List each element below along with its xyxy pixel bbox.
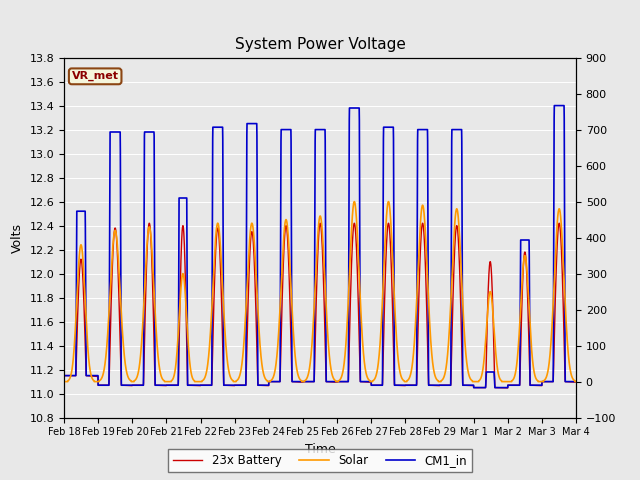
23x Battery: [572, 379, 580, 385]
Title: System Power Voltage: System Power Voltage: [235, 37, 405, 52]
Line: 23x Battery: 23x Battery: [64, 223, 576, 388]
CM1_in: [563, 379, 570, 384]
CM1_in: [118, 382, 126, 388]
Text: VR_met: VR_met: [72, 71, 118, 82]
23x Battery: [316, 220, 324, 226]
23x Battery: [563, 379, 570, 384]
CM1_in: [60, 372, 68, 378]
23x Battery: [508, 382, 515, 388]
CM1_in: [278, 127, 286, 132]
23x Battery: [118, 383, 126, 388]
23x Battery: [504, 385, 511, 391]
Line: Solar: Solar: [64, 202, 576, 382]
CM1_in: [257, 382, 264, 388]
Solar: [257, 346, 264, 352]
Solar: [563, 319, 570, 324]
CM1_in: [550, 103, 558, 108]
Solar: [149, 263, 157, 268]
Solar: [507, 379, 515, 384]
X-axis label: Time: Time: [305, 443, 335, 456]
CM1_in: [507, 382, 515, 388]
CM1_in: [149, 129, 157, 135]
Legend: 23x Battery, Solar, CM1_in: 23x Battery, Solar, CM1_in: [168, 449, 472, 472]
Line: CM1_in: CM1_in: [64, 106, 576, 387]
23x Battery: [60, 372, 68, 378]
Solar: [350, 199, 358, 204]
Solar: [60, 379, 68, 384]
Y-axis label: Volts: Volts: [11, 223, 24, 252]
23x Battery: [278, 285, 286, 290]
Solar: [278, 255, 286, 261]
23x Battery: [149, 288, 157, 294]
Solar: [572, 379, 580, 384]
CM1_in: [470, 384, 477, 390]
Solar: [118, 328, 126, 334]
23x Battery: [257, 383, 264, 388]
CM1_in: [572, 379, 580, 384]
